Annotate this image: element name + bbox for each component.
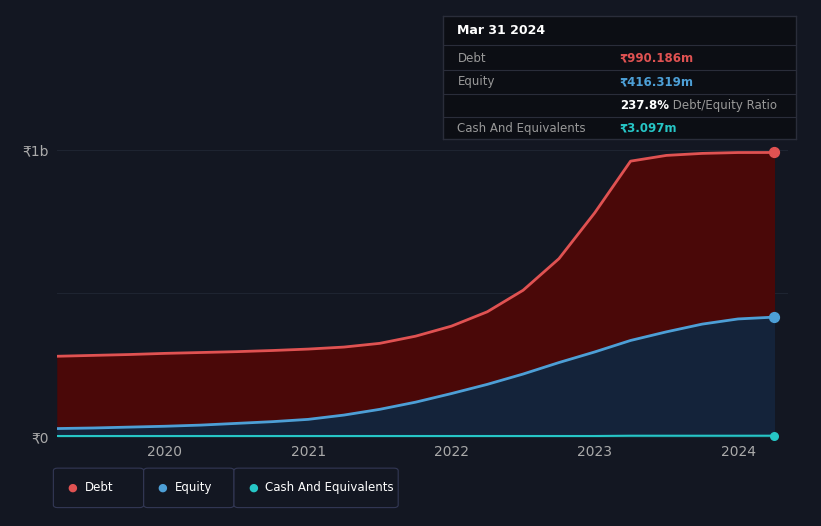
Text: Equity: Equity xyxy=(175,481,213,494)
Text: Equity: Equity xyxy=(457,75,495,88)
Text: ₹416.319m: ₹416.319m xyxy=(620,75,694,88)
Point xyxy=(768,313,781,321)
Text: ●: ● xyxy=(158,483,167,493)
Text: Cash And Equivalents: Cash And Equivalents xyxy=(457,122,586,135)
Text: ●: ● xyxy=(67,483,77,493)
Text: Debt/Equity Ratio: Debt/Equity Ratio xyxy=(669,99,777,112)
Text: 237.8%: 237.8% xyxy=(620,99,669,112)
Text: Debt: Debt xyxy=(457,52,486,65)
Point xyxy=(768,431,781,440)
Text: ₹990.186m: ₹990.186m xyxy=(620,52,694,65)
Text: Debt: Debt xyxy=(85,481,113,494)
Text: Mar 31 2024: Mar 31 2024 xyxy=(457,24,546,37)
Point xyxy=(768,148,781,157)
Text: Cash And Equivalents: Cash And Equivalents xyxy=(265,481,394,494)
Text: ●: ● xyxy=(248,483,258,493)
Text: ₹3.097m: ₹3.097m xyxy=(620,122,677,135)
